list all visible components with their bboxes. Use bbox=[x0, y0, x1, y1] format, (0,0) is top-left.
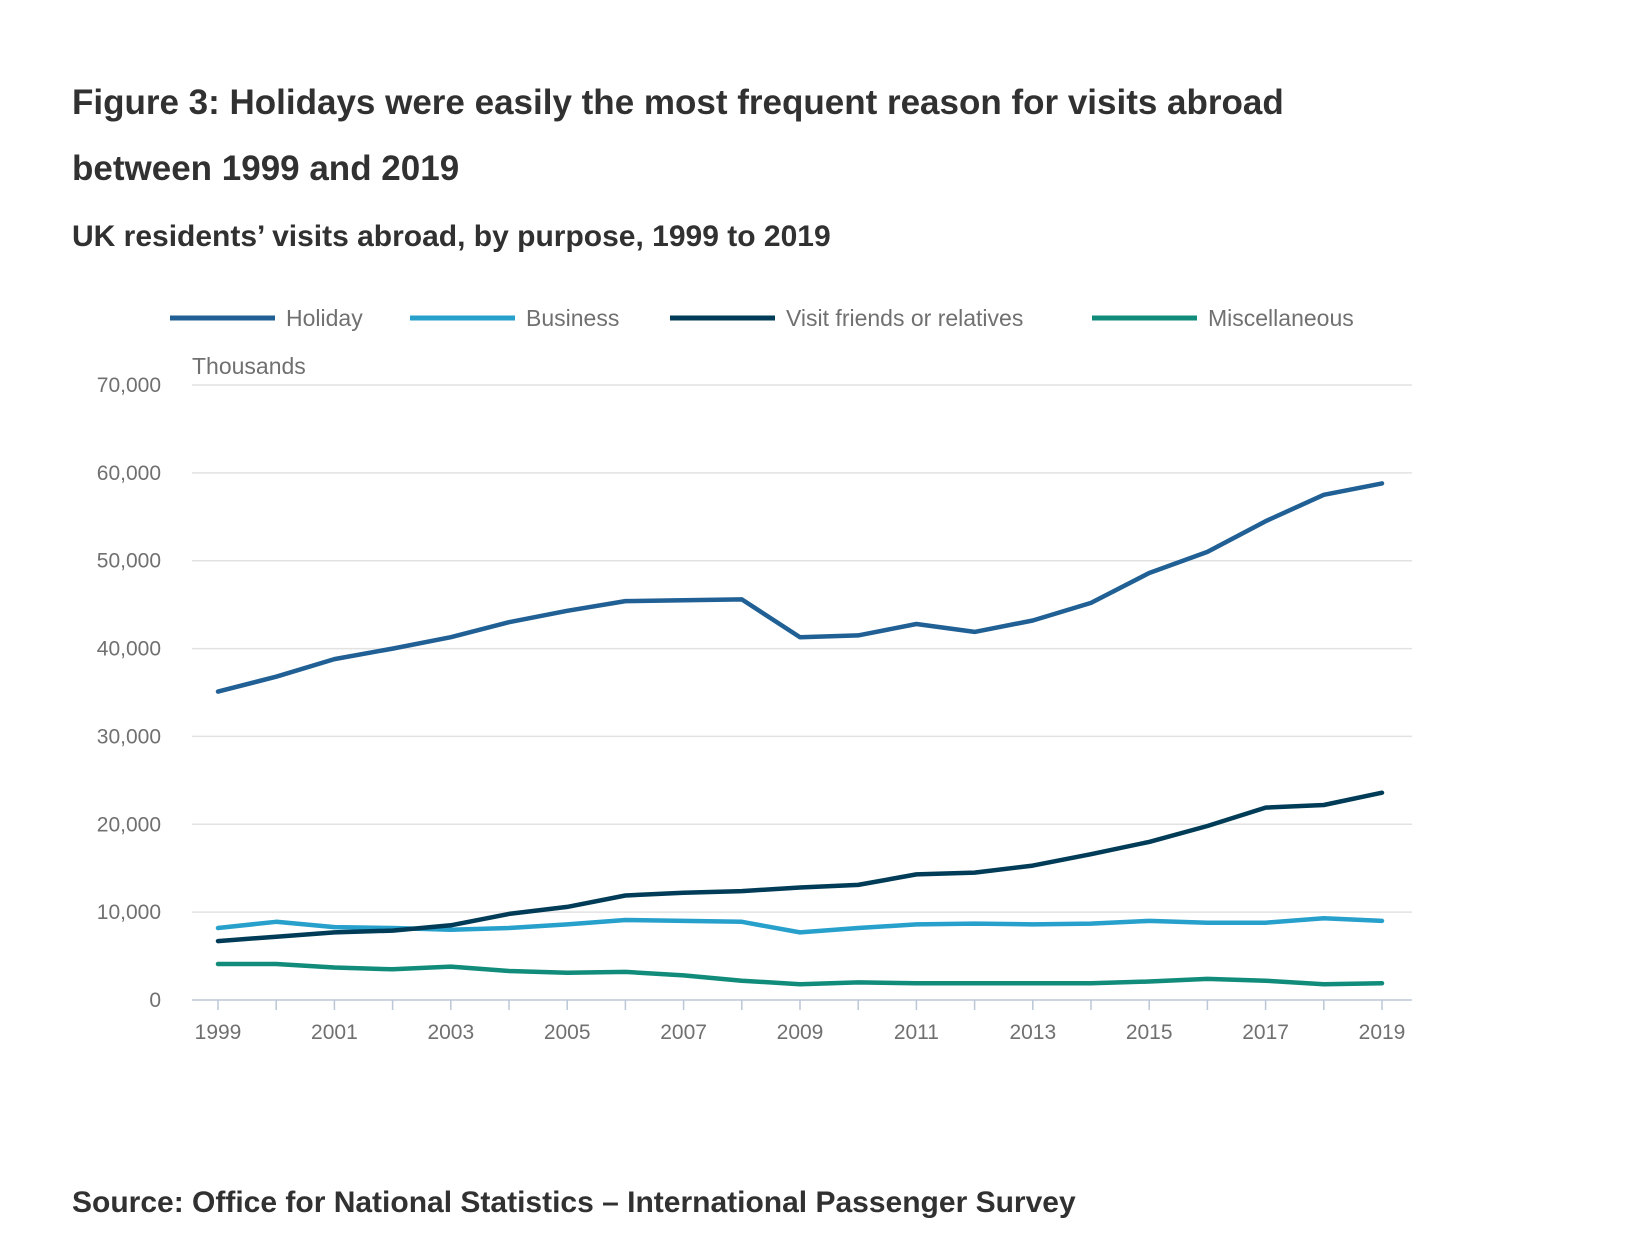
x-tick-label: 2003 bbox=[427, 1021, 474, 1044]
series-line-holiday bbox=[215, 481, 1385, 694]
gridlines bbox=[192, 384, 1412, 913]
legend-label: Holiday bbox=[286, 305, 363, 331]
line-chart: Holiday Business Visit friends or relative… bbox=[97, 305, 1412, 1044]
x-tick-label: 2001 bbox=[311, 1021, 358, 1044]
y-axis-tick-labels: 0 10,000 20,000 30,000 40,000 50,000 60,000 70,… bbox=[97, 374, 161, 1012]
x-tick-label: 2019 bbox=[1359, 1021, 1406, 1044]
x-tick-label: 1999 bbox=[195, 1021, 242, 1044]
x-tick-label: 2005 bbox=[544, 1021, 591, 1044]
y-axis-unit-label: Thousands bbox=[192, 353, 306, 379]
series-line-visit-friends-or-relatives bbox=[215, 790, 1385, 944]
legend-label: Business bbox=[526, 305, 619, 331]
x-tick-label: 2013 bbox=[1009, 1021, 1056, 1044]
y-tick-label: 10,000 bbox=[97, 901, 161, 924]
y-tick-label: 20,000 bbox=[97, 813, 161, 836]
x-tick-label: 2009 bbox=[777, 1021, 824, 1044]
legend-label: Miscellaneous bbox=[1208, 305, 1354, 331]
chart-legend: Holiday Business Visit friends or relative… bbox=[170, 305, 1354, 331]
x-axis: 1999 2001 2003 2005 2007 2009 2011 2013 2015 2017… bbox=[192, 999, 1412, 1044]
source-note: Source: Office for National Statistics –… bbox=[72, 1186, 1076, 1219]
y-tick-label: 60,000 bbox=[97, 462, 161, 485]
chart-subtitle: UK residents’ visits abroad, by purpose,… bbox=[72, 220, 831, 253]
figure-title: Figure 3: Holidays were easily the most … bbox=[72, 83, 1284, 188]
legend-label: Visit friends or relatives bbox=[786, 305, 1023, 331]
series-lines bbox=[215, 481, 1385, 987]
y-tick-label: 40,000 bbox=[97, 638, 161, 661]
y-tick-label: 0 bbox=[149, 989, 161, 1012]
y-tick-label: 30,000 bbox=[97, 725, 161, 748]
x-tick-label: 2015 bbox=[1126, 1021, 1173, 1044]
x-tick-label: 2017 bbox=[1242, 1021, 1289, 1044]
x-tick-label: 2007 bbox=[660, 1021, 707, 1044]
y-tick-label: 70,000 bbox=[97, 374, 161, 397]
y-tick-label: 50,000 bbox=[97, 550, 161, 573]
series-line-miscellaneous bbox=[215, 961, 1385, 987]
x-tick-label: 2011 bbox=[894, 1021, 939, 1044]
